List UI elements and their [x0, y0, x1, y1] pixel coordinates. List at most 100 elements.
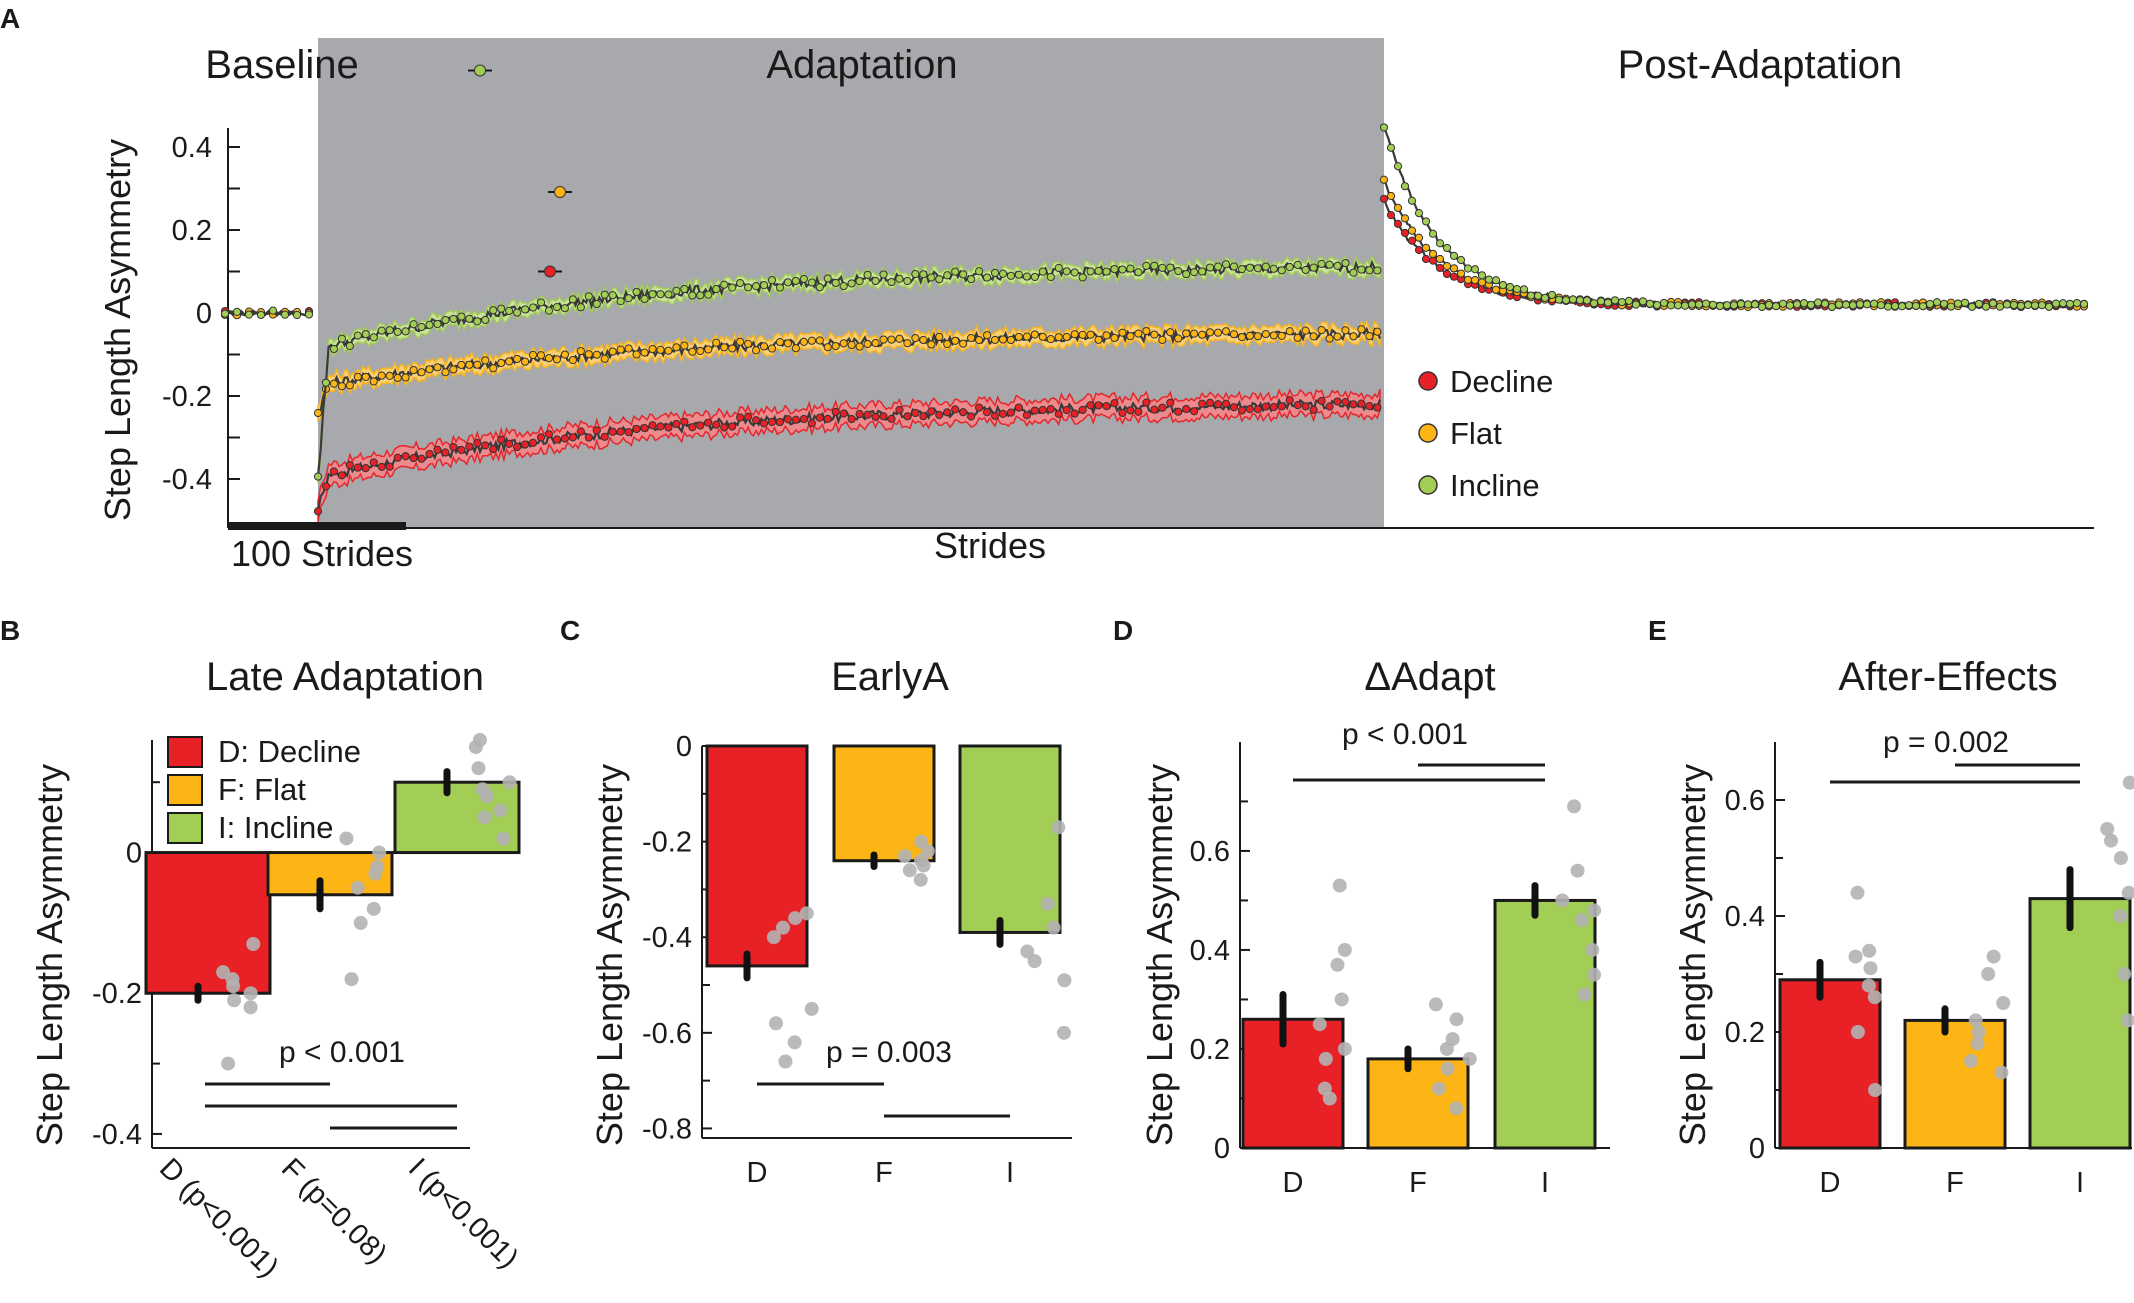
category-label-incline: I: [1541, 1167, 1549, 1199]
point-decline: [648, 421, 657, 430]
point-incline: [1981, 302, 1991, 311]
point-incline: [433, 319, 442, 329]
point-incline: [244, 310, 254, 319]
point-decline: [441, 448, 450, 457]
point-incline: [1414, 209, 1424, 218]
point-flat: [847, 340, 856, 350]
point-incline: [1757, 302, 1767, 312]
data-point: [1850, 885, 1865, 900]
panel-b-y-label: Step Length Asymmetry: [29, 764, 70, 1146]
data-point: [1440, 1061, 1455, 1076]
point-incline: [911, 269, 920, 279]
point-incline: [935, 275, 944, 284]
point-incline: [775, 283, 785, 292]
data-point: [1051, 820, 1066, 835]
point-flat: [1285, 327, 1294, 336]
point-flat: [1054, 333, 1063, 342]
point-incline: [815, 283, 824, 292]
category-label-flat: F (p=0.08): [275, 1152, 393, 1270]
point-decline: [1269, 402, 1278, 412]
point-incline: [1325, 260, 1334, 269]
point-incline: [1365, 266, 1374, 275]
point-flat: [767, 344, 777, 353]
point-incline: [232, 307, 242, 316]
data-point: [1574, 913, 1589, 928]
point-incline: [2044, 302, 2054, 311]
point-incline: [1904, 301, 1914, 310]
point-incline: [959, 270, 968, 279]
data-point: [477, 810, 492, 825]
point-incline: [1498, 280, 1508, 290]
point-incline: [1834, 300, 1844, 309]
series-markers-incline-adaptation: [313, 258, 1382, 481]
point-flat: [1166, 328, 1175, 337]
point-flat: [1379, 175, 1389, 184]
data-point: [913, 872, 928, 887]
points-decline: [766, 906, 819, 1069]
point-incline: [1533, 291, 1543, 300]
point-incline: [1006, 271, 1016, 280]
data-point: [243, 986, 258, 1001]
point-decline: [720, 423, 729, 432]
point-flat: [640, 348, 649, 357]
point-flat: [927, 340, 936, 349]
data-point: [1056, 1025, 1071, 1040]
category-label-incline: I: [2076, 1167, 2084, 1199]
point-flat: [1386, 191, 1396, 201]
data-point: [1312, 1017, 1327, 1032]
point-decline: [1449, 272, 1459, 281]
points-incline: [468, 733, 517, 846]
legend-label-incline: Incline: [1450, 468, 1540, 503]
y-tick-label: 0.2: [1725, 1017, 1765, 1049]
panel-c-y-label: Step Length Asymmetry: [589, 764, 630, 1146]
data-point: [1567, 799, 1582, 814]
panel-a-letter: A: [0, 3, 20, 34]
data-point: [2100, 822, 2115, 836]
point-incline: [1820, 299, 1830, 308]
point-incline: [1293, 260, 1302, 269]
point-flat: [1094, 335, 1103, 344]
point-flat: [1477, 278, 1487, 287]
point-incline: [847, 279, 856, 288]
point-decline: [1094, 401, 1103, 410]
point-flat: [313, 408, 323, 418]
point-flat: [887, 335, 896, 344]
point-decline: [879, 412, 888, 421]
point-incline: [1687, 300, 1697, 309]
point-flat: [1435, 254, 1445, 264]
point-decline: [337, 471, 346, 480]
point-decline: [497, 435, 506, 444]
point-decline: [481, 441, 490, 450]
point-decline: [935, 410, 944, 420]
y-tick-label: -0.2: [92, 978, 142, 1010]
category-label-decline: D: [1283, 1167, 1304, 1199]
data-point: [1337, 1041, 1352, 1056]
point-decline: [457, 445, 466, 455]
point-incline: [425, 320, 434, 330]
point-flat: [345, 381, 354, 390]
data-point: [493, 803, 508, 818]
point-decline: [353, 463, 362, 472]
point-incline: [1897, 302, 1907, 311]
point-incline: [903, 276, 912, 286]
point-incline: [1070, 268, 1079, 277]
point-flat: [959, 339, 968, 348]
data-point: [221, 1056, 236, 1071]
point-incline: [1918, 302, 1928, 311]
point-incline: [369, 333, 378, 342]
point-incline: [943, 271, 952, 280]
point-incline: [1519, 285, 1529, 294]
point-incline: [268, 306, 278, 315]
point-decline: [592, 426, 601, 435]
point-incline: [1477, 271, 1487, 280]
marker-flat: [554, 186, 566, 198]
point-decline: [672, 419, 681, 429]
data-point: [1020, 944, 1035, 959]
point-incline: [608, 291, 617, 300]
point-incline: [688, 291, 697, 300]
point-flat: [1463, 275, 1473, 284]
point-decline: [1229, 403, 1239, 412]
point-incline: [791, 276, 801, 286]
point-flat: [600, 354, 609, 363]
point-flat: [568, 356, 577, 365]
